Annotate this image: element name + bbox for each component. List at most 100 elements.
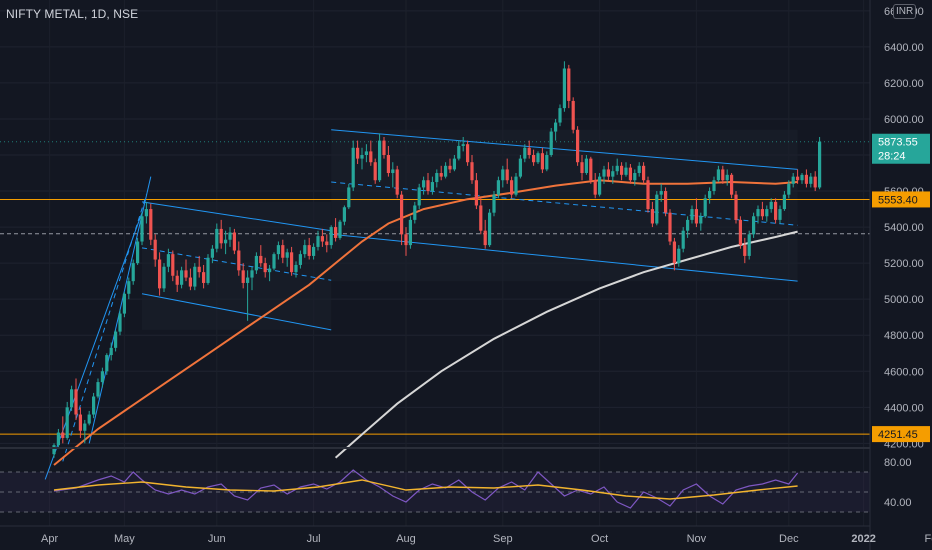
candle-body [430, 182, 434, 192]
candle [510, 176, 514, 199]
candle-body [294, 264, 298, 273]
candle-body [342, 207, 346, 222]
candle-body [813, 176, 817, 188]
candle [703, 194, 707, 219]
candle [237, 241, 241, 276]
candle-body [303, 245, 307, 255]
candle-body [483, 230, 487, 246]
candle-body [765, 209, 769, 217]
candle-body [92, 396, 96, 415]
candle [105, 353, 109, 375]
level-badge [872, 191, 930, 208]
candle-body [325, 241, 329, 246]
candle [162, 263, 166, 292]
candle-body [558, 108, 562, 123]
candle-body [510, 180, 514, 195]
candle-body [589, 158, 593, 181]
candle-body [655, 194, 659, 224]
candle-body [646, 180, 650, 210]
rsi-tick-label: 80.00 [884, 457, 912, 469]
candle-body [281, 245, 285, 258]
candle [611, 165, 615, 184]
time-tick-label: Nov [687, 533, 707, 545]
candle [228, 227, 232, 247]
time-axis: Apr May Jun Jul Aug Sep Oct Nov Dec 2022 Feb [41, 533, 932, 545]
candle-body [523, 147, 527, 159]
candle [818, 136, 822, 190]
candle [413, 201, 417, 224]
time-tick-label: May [114, 533, 135, 545]
candle [149, 203, 153, 246]
countdown-label: 28:24 [878, 151, 906, 163]
time-tick-label: Feb [925, 533, 932, 545]
time-tick-label: Dec [779, 533, 799, 545]
candle-body [677, 248, 681, 264]
candle-body [611, 171, 615, 177]
level-badge-label: 4251.45 [878, 429, 918, 441]
candle-body [527, 147, 531, 155]
candle-body [83, 423, 87, 431]
candle-body [171, 254, 175, 276]
candle [743, 237, 747, 264]
candle [452, 155, 456, 172]
candle-body [752, 216, 756, 235]
candle-body [202, 272, 206, 283]
candle [356, 140, 360, 165]
currency-badge[interactable]: INR [893, 4, 917, 19]
candle-body [109, 347, 113, 356]
candle-body [769, 201, 773, 210]
candle [312, 243, 316, 260]
candle-body [400, 194, 404, 235]
candle [254, 252, 258, 274]
candle-body [158, 259, 162, 289]
candle [474, 173, 478, 210]
candle-body [298, 254, 302, 265]
candle [290, 246, 294, 276]
candle [488, 209, 492, 247]
candle-body [136, 241, 140, 264]
candle [263, 257, 267, 278]
candle-body [122, 293, 126, 314]
candle-body [584, 158, 588, 174]
candle [721, 165, 725, 184]
candle [694, 198, 698, 228]
candle [285, 248, 289, 267]
candle-body [391, 169, 395, 174]
candle [479, 198, 483, 235]
candle-body [404, 234, 408, 246]
candle-body [800, 174, 804, 181]
candle [646, 176, 650, 213]
candle [175, 270, 179, 292]
candle [633, 169, 637, 186]
candle-body [738, 219, 742, 246]
candle [87, 410, 91, 426]
candle-body [664, 191, 668, 213]
candle-body [307, 245, 311, 256]
candle-body [580, 162, 584, 174]
candle [351, 140, 355, 192]
candle [294, 261, 298, 278]
candle-body [501, 169, 505, 181]
candle-body [241, 270, 245, 283]
candle [426, 173, 430, 195]
candle [650, 201, 654, 228]
candle [272, 252, 276, 271]
candle [180, 266, 184, 289]
candle-body [417, 187, 421, 206]
candle [505, 158, 509, 184]
candle [78, 407, 82, 438]
candle-body [721, 169, 725, 181]
candle-body [193, 266, 197, 287]
candle-body [791, 176, 795, 184]
time-tick-label: Jun [208, 533, 226, 545]
candle [373, 158, 377, 184]
level-badge [872, 426, 930, 443]
candle [118, 310, 122, 336]
candle-body [56, 432, 60, 446]
candle-body [351, 147, 355, 188]
time-tick-label: Apr [41, 533, 58, 545]
candle [461, 136, 465, 152]
candle [681, 227, 685, 253]
